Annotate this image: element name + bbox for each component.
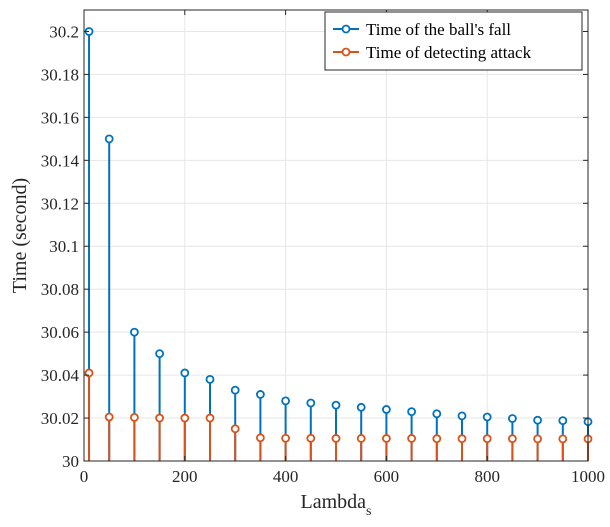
- stem-marker: [533, 415, 542, 425]
- y-tick-label: 30.14: [41, 151, 80, 170]
- stem-marker: [129, 413, 139, 422]
- stem-marker: [155, 349, 165, 359]
- stem-marker: [407, 407, 417, 417]
- stem-marker: [306, 398, 316, 408]
- stem-marker: [230, 385, 240, 395]
- stem-marker: [205, 413, 215, 423]
- stem-marker: [381, 405, 391, 414]
- y-tick-label: 30.02: [41, 409, 79, 428]
- stem-marker: [104, 134, 114, 144]
- legend: Time of the ball's fall Time of detecting…: [324, 11, 583, 71]
- legend-swatch-marker: [341, 47, 351, 57]
- stem-marker: [356, 434, 366, 443]
- stem-marker: [155, 413, 165, 423]
- stem-marker: [432, 434, 442, 444]
- y-tick-label: 30.04: [41, 366, 80, 385]
- stem-marker: [255, 390, 265, 399]
- y-tick-label: 30.16: [41, 108, 79, 127]
- stem-marker: [180, 413, 190, 423]
- stem-marker: [306, 433, 316, 443]
- y-tick-label: 30: [62, 452, 79, 471]
- series-2: [84, 368, 593, 461]
- stem-marker: [407, 434, 417, 443]
- x-tick-label: 400: [273, 467, 299, 486]
- plot-frame: [83, 9, 589, 462]
- x-tick-label: 800: [474, 467, 500, 486]
- stem-marker: [482, 434, 492, 444]
- y-tick-label: 30.2: [49, 22, 79, 41]
- x-axis-title: Lambdas: [301, 491, 372, 519]
- legend-box: [324, 11, 583, 71]
- axis-ticks: 0 200 400 600 800 1000 30 30.02 30.04 30.06 30.08 3…: [41, 10, 605, 486]
- x-tick-label: 1000: [571, 467, 605, 486]
- stem-marker: [508, 414, 517, 423]
- y-tick-label: 30.18: [41, 65, 79, 84]
- stem-marker: [457, 411, 467, 421]
- x-tick-label: 0: [80, 467, 89, 486]
- stem-marker: [356, 402, 366, 412]
- stem-marker: [255, 433, 265, 443]
- legend-label: Time of the ball's fall: [366, 20, 511, 39]
- stem-marker: [457, 434, 467, 444]
- y-tick-label: 30.12: [41, 194, 79, 213]
- y-tick-label: 30.08: [41, 280, 79, 299]
- x-tick-label: 600: [374, 467, 400, 486]
- x-axis-title-main: Lambda: [301, 491, 367, 513]
- stem-marker: [281, 433, 291, 443]
- stem-marker: [129, 327, 139, 337]
- stem-marker: [205, 374, 215, 384]
- y-axis-title: Time (second): [9, 178, 31, 293]
- series-layer: [84, 27, 593, 461]
- x-tick-label: 200: [172, 467, 198, 486]
- stem-marker: [432, 409, 442, 419]
- stem-marker: [331, 434, 341, 443]
- stem-marker: [180, 368, 190, 378]
- stem-marker: [508, 434, 517, 444]
- y-tick-label: 30.1: [49, 237, 79, 256]
- stem-marker: [281, 396, 291, 406]
- legend-label: Time of detecting attack: [366, 43, 532, 62]
- stem-marker: [558, 416, 568, 426]
- stem-marker: [533, 434, 542, 444]
- stem-marker: [381, 434, 391, 443]
- stem-marker: [104, 412, 114, 422]
- y-tick-label: 30.06: [41, 323, 79, 342]
- stem-marker: [558, 434, 568, 444]
- legend-swatch-marker: [341, 24, 351, 34]
- stem-marker: [482, 412, 492, 422]
- x-axis-title-subscript: s: [366, 504, 371, 519]
- legend-items: Time of the ball's fall Time of detecting…: [333, 20, 532, 62]
- stem-marker: [331, 400, 341, 410]
- stem-marker: [230, 424, 240, 434]
